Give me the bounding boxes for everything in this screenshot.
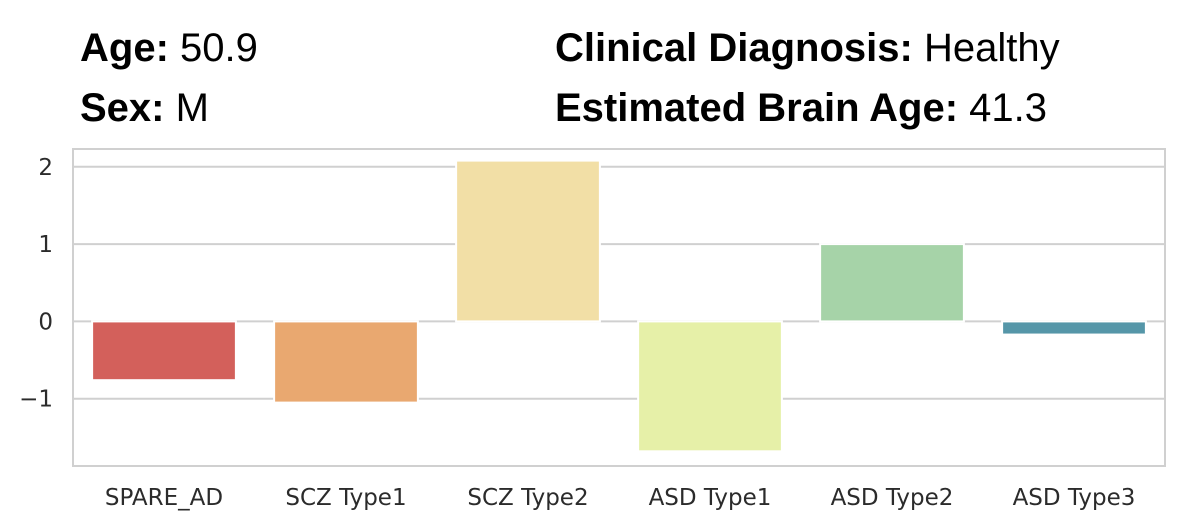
bar-scz-type2 <box>455 159 601 323</box>
diagnosis-value: Healthy <box>923 26 1060 70</box>
y-tick-label: 1 <box>38 232 53 258</box>
x-tick-label: SPARE_AD <box>105 485 223 511</box>
y-tick-label: 2 <box>38 155 53 181</box>
x-tick-label: ASD Type3 <box>1013 485 1136 511</box>
bar-asd-type1 <box>637 320 783 453</box>
plot-frame <box>72 148 1166 467</box>
x-tick-label: SCZ Type1 <box>285 485 406 511</box>
sex-value: M <box>175 86 209 130</box>
age-label: Age: <box>80 26 169 70</box>
x-tick-label: ASD Type2 <box>831 485 954 511</box>
bar-asd-type3 <box>1001 320 1147 336</box>
diagnosis-label: Clinical Diagnosis: <box>555 26 913 70</box>
diagnosis-line: Clinical Diagnosis: Healthy <box>555 28 1060 68</box>
sex-label: Sex: <box>80 86 165 130</box>
age-value: 50.9 <box>180 26 258 70</box>
y-tick-labels: −1 0 1 2 <box>19 155 53 413</box>
bar-scz-type1 <box>273 320 419 404</box>
sex-line: Sex: M <box>80 88 209 128</box>
x-tick-label: SCZ Type2 <box>467 485 588 511</box>
bar-spare-ad <box>91 320 237 382</box>
gridlines <box>73 165 1165 400</box>
y-tick-label: −1 <box>19 387 53 413</box>
brain-age-value: 41.3 <box>969 86 1048 130</box>
x-tick-label: ASD Type1 <box>649 485 772 511</box>
bar-asd-type2 <box>819 243 965 323</box>
y-tick-label: 0 <box>38 309 53 335</box>
brain-age-line: Estimated Brain Age: 41.3 <box>555 88 1047 128</box>
bars <box>91 159 1147 453</box>
age-line: Age: 50.9 <box>80 28 258 68</box>
x-tick-labels: SPARE_AD SCZ Type1 SCZ Type2 ASD Type1 ASD T… <box>105 485 1136 511</box>
brain-age-label: Estimated Brain Age: <box>555 86 959 130</box>
